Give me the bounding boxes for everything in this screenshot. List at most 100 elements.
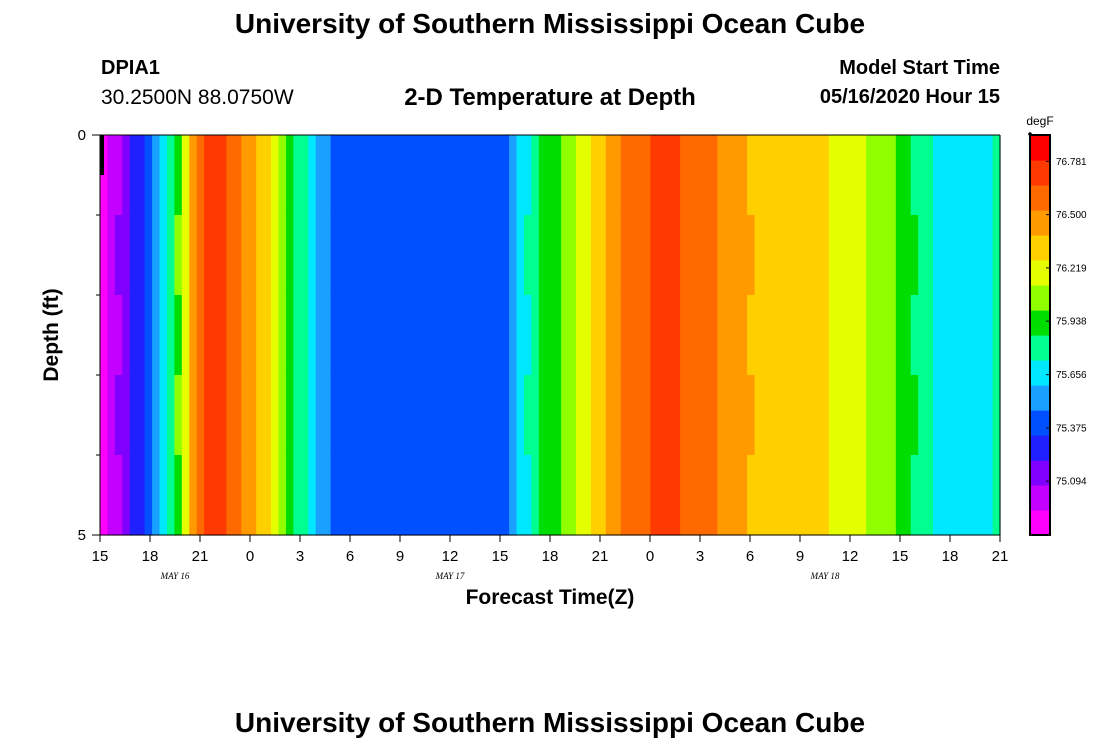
- heatmap-cell: [590, 295, 599, 376]
- heatmap-cell: [947, 295, 956, 376]
- heatmap-cell: [910, 135, 919, 216]
- heatmap-cell: [687, 455, 696, 536]
- heatmap-cell: [486, 215, 495, 296]
- heatmap-cell: [628, 375, 637, 456]
- heatmap-cell: [650, 215, 659, 296]
- heatmap-cell: [189, 135, 198, 216]
- heatmap-cell: [233, 215, 242, 296]
- heatmap-cell: [724, 295, 733, 376]
- heatmap-cell: [457, 295, 466, 376]
- heatmap-cell: [352, 375, 361, 456]
- heatmap-cell: [553, 215, 562, 296]
- heatmap-cell: [769, 135, 778, 216]
- heatmap-cell: [665, 295, 674, 376]
- heatmap-cell: [687, 215, 696, 296]
- heatmap-cell: [576, 295, 585, 376]
- heatmap-cell: [828, 375, 837, 456]
- heatmap-cell: [323, 135, 332, 216]
- heatmap-cell: [568, 295, 577, 376]
- heatmap-cell: [806, 375, 815, 456]
- heatmap-cell: [933, 295, 942, 376]
- heatmap-cell: [583, 135, 592, 216]
- heatmap-cell: [323, 215, 332, 296]
- heatmap-cell: [107, 455, 116, 536]
- heatmap-cell: [516, 135, 525, 216]
- heatmap-cell: [970, 135, 979, 216]
- x-tick-label: 9: [796, 548, 804, 565]
- heatmap-cell: [152, 375, 161, 456]
- heatmap-cell: [531, 295, 540, 376]
- heatmap-cell: [568, 215, 577, 296]
- heatmap-cell: [598, 455, 607, 536]
- heatmap-cell: [241, 455, 250, 536]
- heatmap-cell: [159, 455, 168, 536]
- heatmap-cell: [628, 295, 637, 376]
- heatmap-cell: [977, 375, 986, 456]
- heatmap-cell: [620, 375, 629, 456]
- heatmap-cell: [799, 215, 808, 296]
- heatmap-cell: [494, 215, 503, 296]
- heatmap-cell: [933, 455, 942, 536]
- heatmap-cell: [375, 135, 384, 216]
- heatmap-cell: [910, 375, 919, 456]
- heatmap-cell: [806, 135, 815, 216]
- heatmap-cell: [888, 455, 897, 536]
- heatmap-cell: [434, 295, 443, 376]
- heatmap-cell: [166, 455, 175, 536]
- colorbar-tick-label: 75.375: [1056, 423, 1087, 434]
- heatmap-cell: [100, 135, 109, 216]
- heatmap-cell: [501, 135, 510, 216]
- heatmap-cell: [360, 215, 369, 296]
- heatmap-cell: [985, 455, 994, 536]
- heatmap-cell: [866, 295, 875, 376]
- heatmap-cell: [174, 375, 183, 456]
- heatmap-cell: [523, 135, 533, 216]
- heatmap-cell: [501, 295, 510, 376]
- heatmap-cell: [590, 455, 599, 536]
- heatmap-cell: [858, 375, 867, 456]
- heatmap-cell: [538, 215, 547, 296]
- heatmap-cell: [471, 455, 480, 536]
- heatmap-cell: [665, 375, 674, 456]
- heatmap-cell: [129, 455, 138, 536]
- heatmap-cell: [300, 375, 309, 456]
- heatmap-cell: [628, 215, 637, 296]
- heatmap-cell: [114, 135, 123, 216]
- heatmap-cell: [977, 135, 986, 216]
- heatmap-cell: [352, 295, 361, 376]
- heatmap-cell: [895, 375, 904, 456]
- heatmap-cell: [219, 295, 228, 376]
- heatmap-cell: [107, 375, 116, 456]
- heatmap-cell: [509, 375, 518, 456]
- date-label: MAY 18: [810, 571, 840, 581]
- heatmap-cell: [256, 295, 265, 376]
- heatmap-cell: [843, 455, 852, 536]
- heatmap-cell: [404, 375, 413, 456]
- heatmap-cell: [419, 295, 428, 376]
- heatmap-cell: [672, 215, 681, 296]
- x-tick-label: 15: [92, 548, 109, 565]
- colorbar-tick-label: 76.219: [1056, 263, 1087, 274]
- heatmap-cell: [940, 455, 949, 536]
- heatmap-cell: [717, 135, 726, 216]
- heatmap-cell: [144, 215, 153, 296]
- colorbar-segment: [1030, 160, 1050, 186]
- heatmap-cell: [278, 455, 287, 536]
- heatmap-cell: [680, 295, 689, 376]
- heatmap-cell: [657, 215, 666, 296]
- heatmap-cell: [204, 455, 213, 536]
- x-tick-label: 21: [192, 548, 209, 565]
- heatmap-cell: [970, 215, 979, 296]
- page-title: University of Southern Mississippi Ocean…: [234, 8, 866, 39]
- heatmap-cell: [650, 375, 659, 456]
- heatmap-cell: [680, 215, 689, 296]
- heatmap-cell: [129, 295, 138, 376]
- heatmap-cell: [583, 375, 592, 456]
- heatmap-cell: [442, 215, 451, 296]
- heatmap-cell: [940, 135, 949, 216]
- heatmap-cell: [330, 215, 339, 296]
- heatmap-cell: [434, 215, 443, 296]
- heatmap-cell: [233, 375, 242, 456]
- colorbar-segment: [1030, 485, 1050, 511]
- heatmap-cell: [390, 455, 399, 536]
